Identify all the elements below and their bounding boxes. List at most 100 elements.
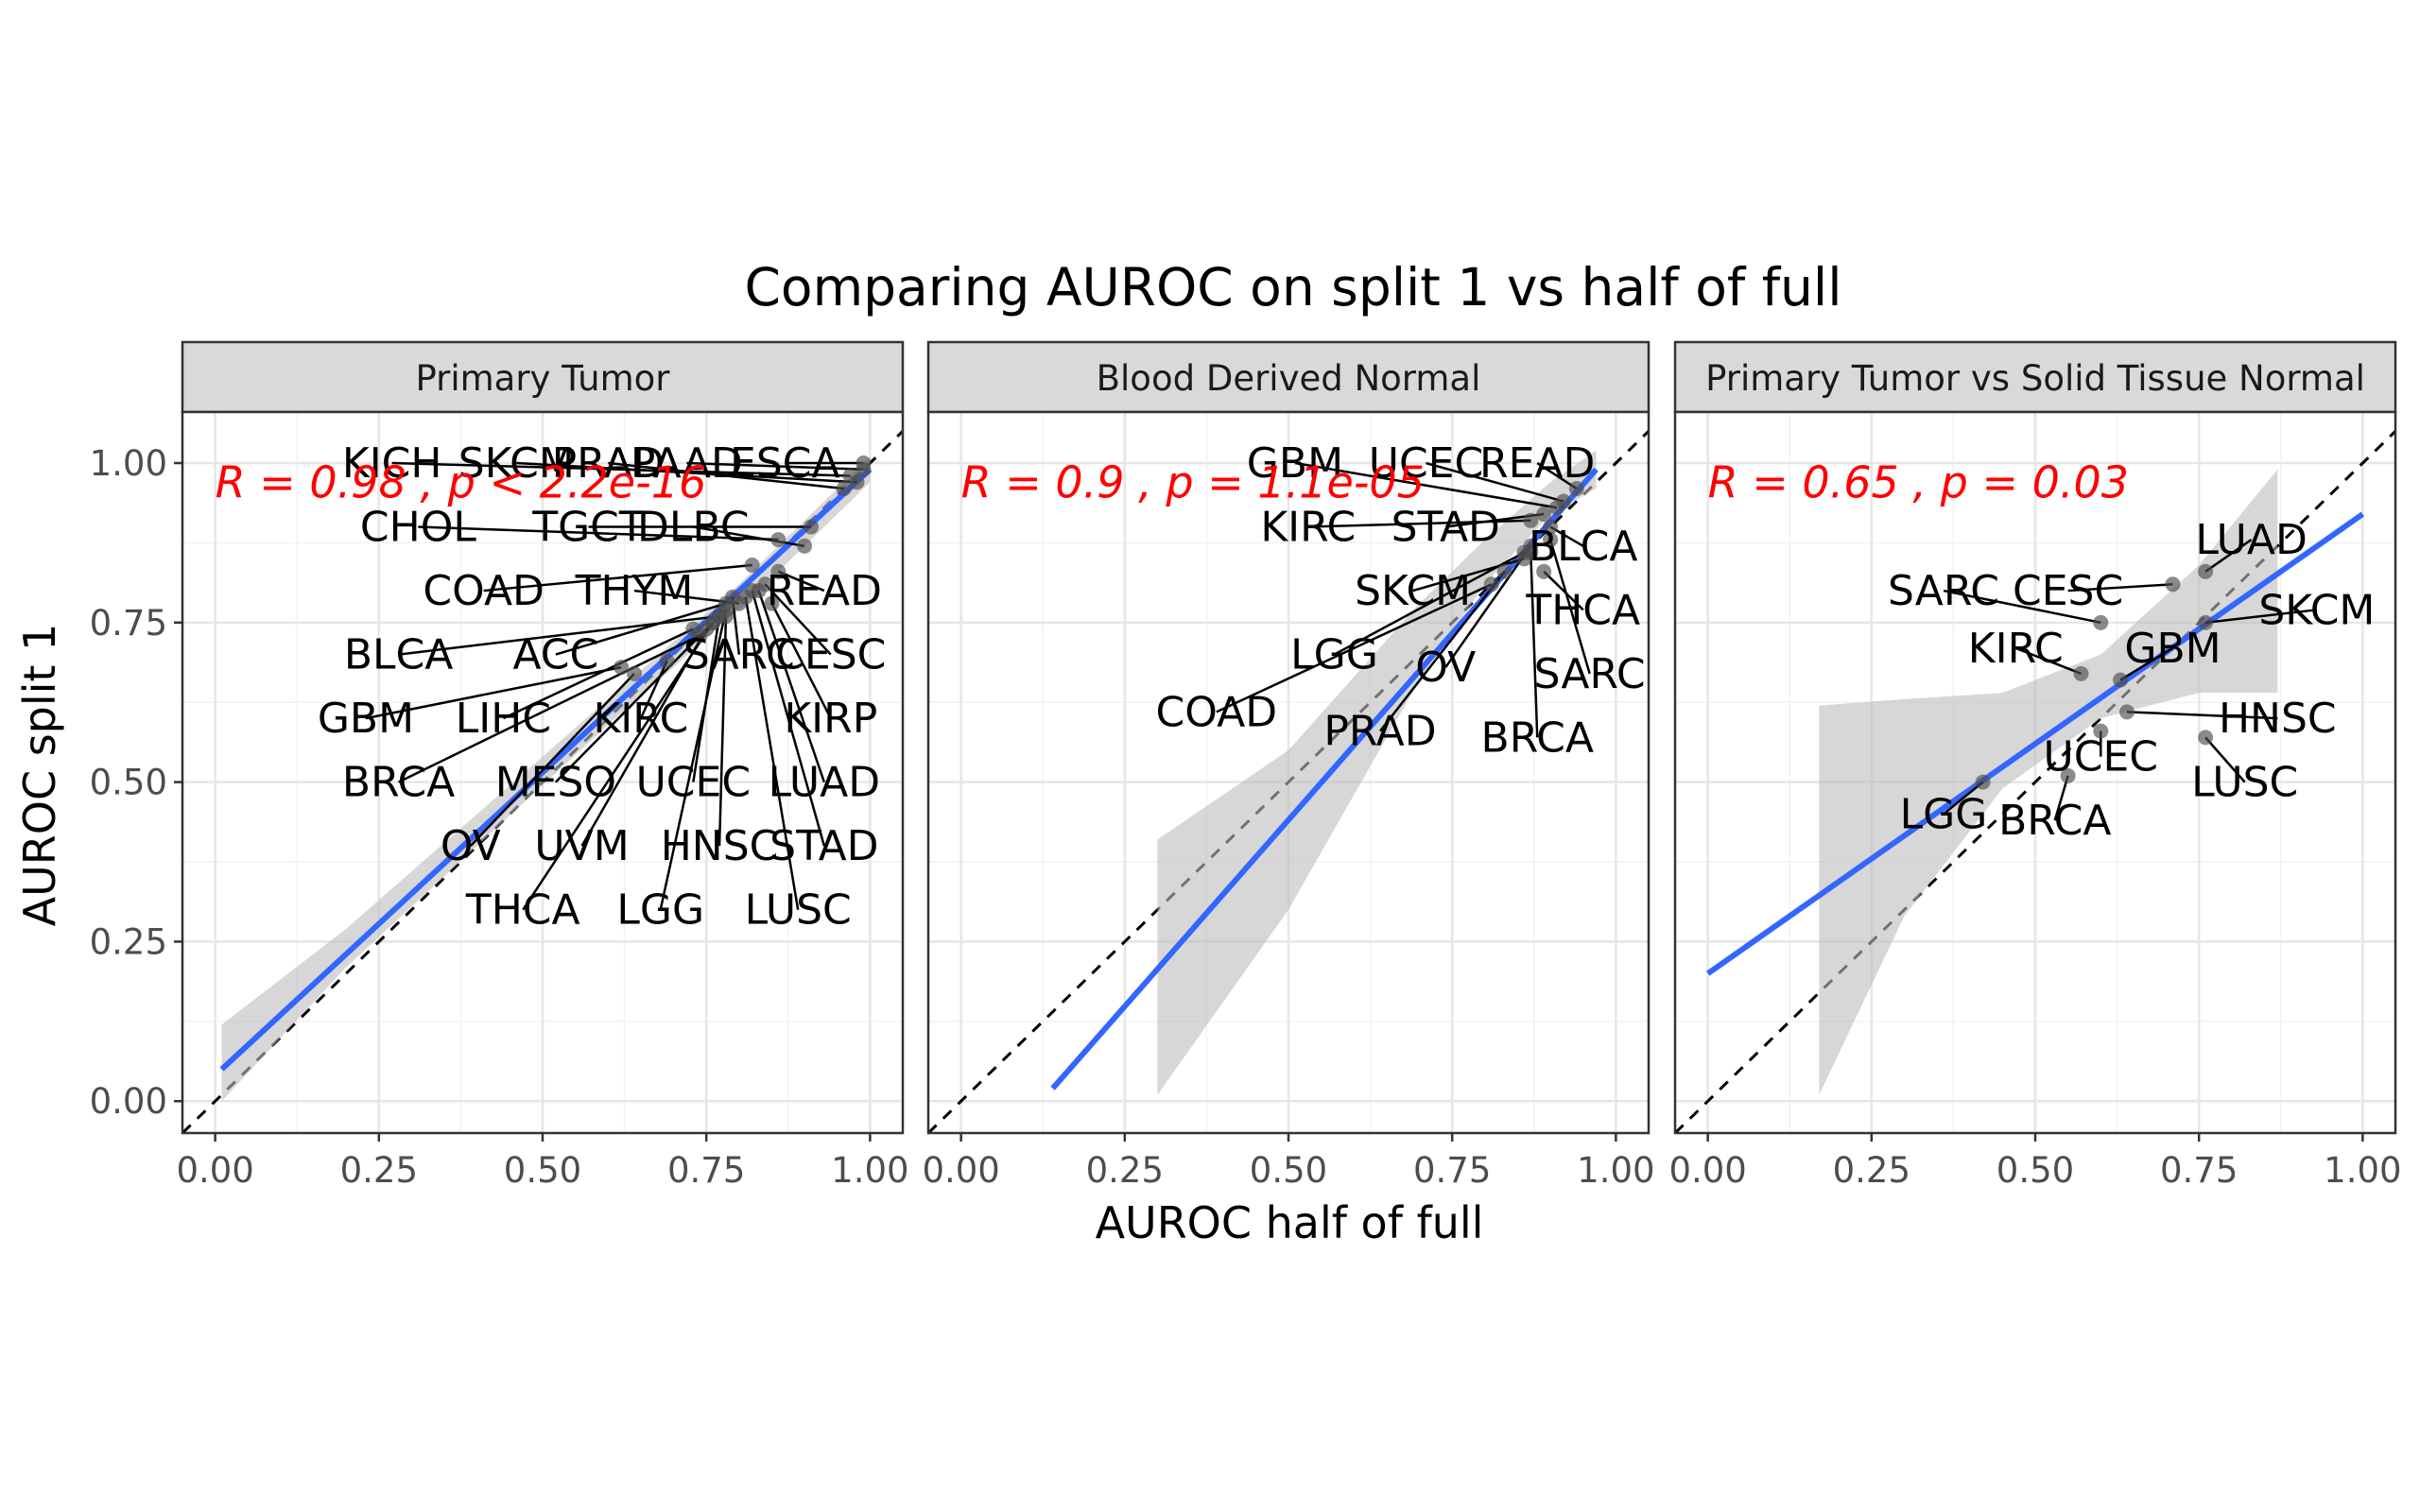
point-label: THCA — [1525, 586, 1640, 634]
label-connector — [608, 461, 844, 490]
label-connector — [717, 616, 728, 847]
point-label: OV — [441, 822, 501, 870]
point-label: SARC — [1534, 650, 1646, 698]
data-point — [2073, 665, 2089, 681]
label-connector — [365, 665, 622, 720]
point-label: CHOL — [360, 504, 476, 552]
label-connector — [2067, 583, 2173, 593]
point-label: READ — [767, 567, 882, 615]
facet-strip-label: Primary Tumor vs Solid Tissue Normal — [1705, 358, 2365, 399]
point-label: SARC — [683, 631, 795, 679]
label-connector — [469, 672, 635, 848]
point-label: ACC — [512, 631, 598, 679]
label-connector — [693, 525, 805, 548]
point-label: KIRP — [784, 695, 877, 743]
x-tick-label: 0.75 — [1413, 1150, 1491, 1191]
point-label: READ — [1479, 439, 1595, 488]
point-label: SARC — [1888, 567, 1999, 615]
data-point — [1975, 774, 1991, 790]
label-connector — [418, 525, 779, 541]
facet-strip — [181, 340, 905, 414]
label-connector — [1943, 781, 1984, 816]
confidence-band — [1819, 469, 2278, 1095]
data-point — [614, 660, 630, 676]
label-connector — [1536, 461, 1578, 490]
label-connector — [1444, 545, 1532, 668]
x-tick-label: 0.50 — [504, 1150, 581, 1191]
point-label: PAAD — [631, 439, 743, 488]
x-tick-label: 1.00 — [1577, 1150, 1654, 1191]
confidence-band — [1157, 450, 1597, 1095]
data-point — [1536, 507, 1552, 523]
point-label: LGG — [616, 886, 704, 935]
data-point — [2165, 576, 2181, 593]
x-tick-label: 0.00 — [1668, 1150, 1746, 1191]
data-point — [2198, 563, 2214, 579]
data-point — [737, 589, 753, 605]
x-tick-label: 0.00 — [922, 1150, 999, 1191]
label-connector — [502, 627, 694, 720]
label-connector — [1943, 589, 2101, 625]
data-point — [1536, 563, 1552, 579]
point-label: COAD — [1156, 688, 1278, 736]
data-point — [1543, 532, 1559, 548]
data-point — [717, 602, 734, 618]
correlation-stat: R = 0.9 , p = 1.1e-05 — [961, 456, 1425, 507]
data-point — [724, 589, 740, 605]
point-label: HNSC — [2219, 695, 2337, 743]
point-label: LUAD — [769, 759, 881, 807]
point-label: KIRC — [593, 695, 688, 743]
point-label: BRCA — [342, 759, 455, 807]
point-label: BLCA — [344, 631, 454, 679]
point-label: LUSC — [745, 886, 852, 935]
label-connector — [751, 590, 826, 847]
regression-line — [219, 467, 873, 1072]
data-point — [2198, 614, 2214, 630]
label-connector — [764, 583, 832, 656]
data-point — [804, 519, 820, 535]
y-tick-label: 0.00 — [90, 1081, 167, 1122]
data-point — [770, 532, 786, 548]
point-label: SKCM — [2258, 586, 2375, 634]
data-point — [744, 558, 760, 574]
data-point — [1523, 512, 1539, 528]
data-point — [1523, 544, 1539, 560]
data-point — [1555, 493, 1571, 509]
point-label: KICH — [342, 439, 442, 488]
label-connector — [2126, 711, 2278, 720]
label-connector — [2119, 646, 2174, 681]
correlation-stat: R = 0.65 , p = 0.03 — [1708, 456, 2129, 507]
data-point — [2093, 723, 2109, 739]
x-tick-label: 0.25 — [340, 1150, 418, 1191]
y-tick-label: 0.50 — [90, 763, 167, 803]
facet-strip — [926, 340, 1651, 414]
data-point — [797, 538, 813, 554]
point-label: CESC — [775, 631, 886, 679]
label-connector — [398, 634, 700, 783]
point-label: SKCM — [1355, 567, 1471, 615]
point-label: PRAD — [1323, 708, 1436, 756]
y-tick-label: 1.00 — [90, 443, 167, 484]
plot-content — [1675, 430, 2395, 1133]
point-label: LUAD — [2195, 516, 2308, 564]
data-point — [836, 481, 852, 497]
point-label: BLCA — [1529, 523, 1638, 571]
facet-panel: Primary Tumor vs Solid Tissue Normal LUAD… — [1668, 340, 2402, 1191]
label-connector — [1530, 552, 1539, 738]
label-connector — [554, 621, 714, 783]
data-point — [849, 474, 865, 490]
facet-strip-label: Blood Derived Normal — [1097, 358, 1481, 399]
x-tick-label: 0.25 — [1833, 1150, 1910, 1191]
point-label: MESO — [495, 759, 616, 807]
label-connector — [1378, 571, 1506, 732]
point-label: ESCA — [730, 439, 840, 488]
label-connector — [1294, 461, 1558, 509]
label-connector — [744, 596, 800, 910]
point-label: COAD — [423, 567, 544, 615]
label-connector — [2204, 736, 2246, 783]
point-label: UCEC — [636, 759, 751, 807]
label-connector — [2053, 775, 2069, 821]
data-point — [1483, 576, 1499, 593]
